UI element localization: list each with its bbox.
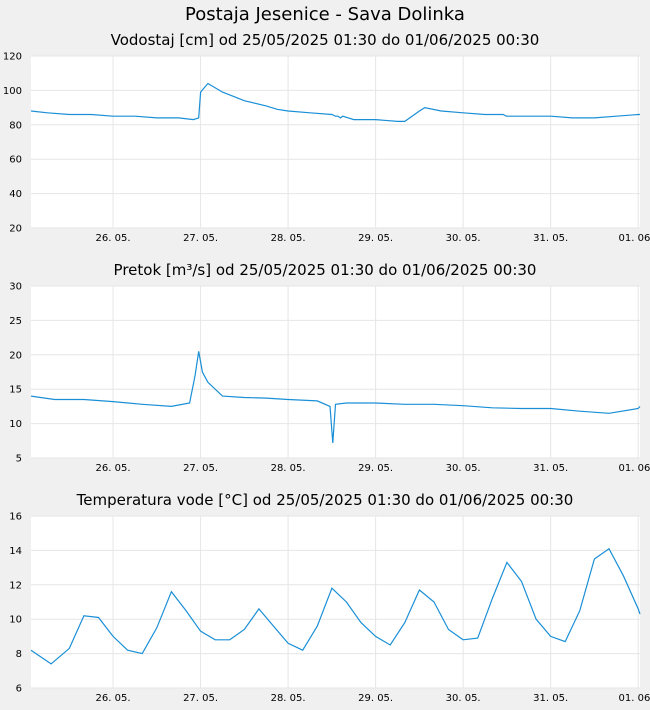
y-tick-label: 120 [3,52,22,63]
y-tick-label: 25 [9,316,22,327]
x-tick-label: 30. 05. [446,463,481,474]
chart-title: Vodostaj [cm] od 25/05/2025 01:30 do 01/… [111,31,540,49]
chart-title: Temperatura vode [°C] od 25/05/2025 01:3… [76,491,574,509]
x-tick-label: 28. 05. [271,693,306,704]
y-tick-label: 30 [9,282,22,293]
x-tick-label: 30. 05. [446,693,481,704]
plot-area [31,286,640,458]
x-tick-label: 01. 06. [619,233,650,244]
x-tick-label: 31. 05. [533,463,568,474]
x-tick-label: 01. 06. [619,463,650,474]
x-tick-label: 26. 05. [96,233,131,244]
x-tick-label: 29. 05. [358,463,393,474]
y-tick-label: 6 [16,684,22,695]
x-tick-label: 30. 05. [446,233,481,244]
y-tick-label: 80 [9,120,22,131]
x-tick-label: 27. 05. [183,463,218,474]
plot-area [31,56,640,228]
series-line [30,82,640,122]
x-tick-label: 31. 05. [533,233,568,244]
x-tick-label: 27. 05. [183,693,218,704]
y-tick-label: 100 [3,86,22,97]
y-tick-label: 14 [9,546,22,557]
x-tick-label: 28. 05. [271,233,306,244]
y-tick-label: 16 [9,512,22,523]
series-line [30,351,641,443]
x-tick-label: 01. 06. [619,693,650,704]
chart-title: Pretok [m³/s] od 25/05/2025 01:30 do 01/… [114,261,537,279]
y-tick-label: 60 [9,155,22,166]
y-tick-label: 5 [16,454,22,465]
y-tick-label: 12 [9,580,22,591]
page-title: Postaja Jesenice - Sava Dolinka [185,4,465,25]
y-tick-label: 10 [9,615,22,626]
x-tick-label: 26. 05. [96,693,131,704]
x-tick-label: 29. 05. [358,233,393,244]
y-tick-label: 20 [9,350,22,361]
y-tick-label: 40 [9,189,22,200]
y-tick-label: 8 [16,649,22,660]
y-tick-label: 10 [9,419,22,430]
plot-area [31,516,640,688]
series-line [30,547,641,665]
x-tick-label: 29. 05. [358,693,393,704]
x-tick-label: 28. 05. [271,463,306,474]
x-tick-label: 27. 05. [183,233,218,244]
y-tick-label: 15 [9,385,22,396]
y-tick-label: 20 [9,224,22,235]
x-tick-label: 31. 05. [533,693,568,704]
x-tick-label: 26. 05. [96,463,131,474]
